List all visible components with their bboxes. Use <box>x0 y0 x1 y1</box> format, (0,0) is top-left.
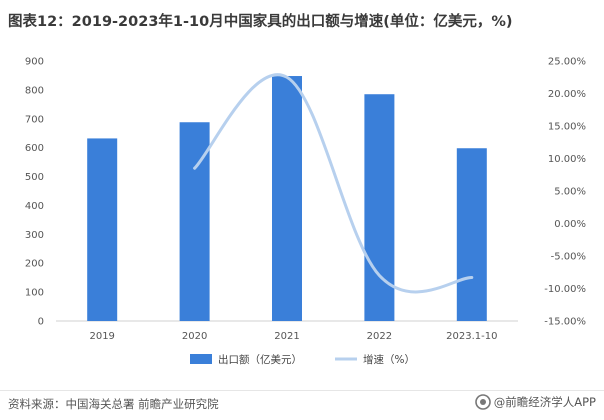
bar <box>456 148 487 321</box>
right-tick-label: 0.00% <box>554 219 586 230</box>
right-tick-label: 10.00% <box>548 154 586 165</box>
growth-line <box>193 73 474 294</box>
brand-label: @前瞻经济学人APP <box>493 395 596 409</box>
legend-bar-label: 出口额（亿美元） <box>218 353 302 366</box>
chart-title: 图表12：2019-2023年1-10月中国家具的出口额与增速(单位：亿美元，%… <box>8 14 513 30</box>
x-tick-label: 2022 <box>367 331 392 342</box>
right-tick-label: -5.00% <box>551 252 586 263</box>
brand-logo-icon <box>474 394 491 410</box>
x-tick-label: 2019 <box>89 331 114 342</box>
right-axis-ticks: -15.00% -10.00% -5.00% 0.00% 5.00% 10.00% 15.0… <box>544 57 586 328</box>
legend-bar-swatch <box>190 354 212 364</box>
left-axis-ticks: 0 100 200 300 400 500 600 700 800 900 <box>25 57 44 328</box>
bar-series <box>87 76 487 322</box>
x-tick-label: 2020 <box>182 331 207 342</box>
right-tick-label: -10.00% <box>544 284 586 295</box>
left-tick-label: 200 <box>25 259 44 270</box>
legend-line-label: 增速（%） <box>363 353 415 366</box>
x-axis-labels: 2019 2020 2021 2022 2023.1-10 <box>89 331 497 342</box>
right-tick-label: 25.00% <box>548 57 586 68</box>
bar <box>87 138 118 321</box>
right-tick-label: -15.00% <box>544 317 586 328</box>
left-tick-label: 600 <box>25 143 44 154</box>
x-tick-label: 2023.1-10 <box>446 331 497 342</box>
left-tick-label: 400 <box>25 201 44 212</box>
left-tick-label: 900 <box>25 57 44 68</box>
left-tick-label: 0 <box>38 317 44 328</box>
source-note: 资料来源：中国海关总署 前瞻产业研究院 <box>8 397 219 411</box>
left-tick-label: 800 <box>25 85 44 96</box>
left-tick-label: 500 <box>25 172 44 183</box>
right-tick-label: 15.00% <box>548 122 586 133</box>
left-tick-label: 100 <box>25 288 44 299</box>
bar <box>364 94 395 321</box>
chart: 0 100 200 300 400 500 600 700 800 900 -15.00% -10.… <box>25 57 586 367</box>
right-tick-label: 5.00% <box>554 187 586 198</box>
footer: 资料来源：中国海关总署 前瞻产业研究院 @前瞻经济学人APP <box>0 390 604 420</box>
x-tick-label: 2021 <box>274 331 299 342</box>
brand: @前瞻经济学人APP <box>474 394 596 410</box>
footer-divider <box>0 390 604 391</box>
left-tick-label: 300 <box>25 230 44 241</box>
left-tick-label: 700 <box>25 114 44 125</box>
bar <box>272 76 302 322</box>
legend: 出口额（亿美元） 增速（%） <box>190 353 415 366</box>
right-tick-label: 20.00% <box>548 89 586 100</box>
